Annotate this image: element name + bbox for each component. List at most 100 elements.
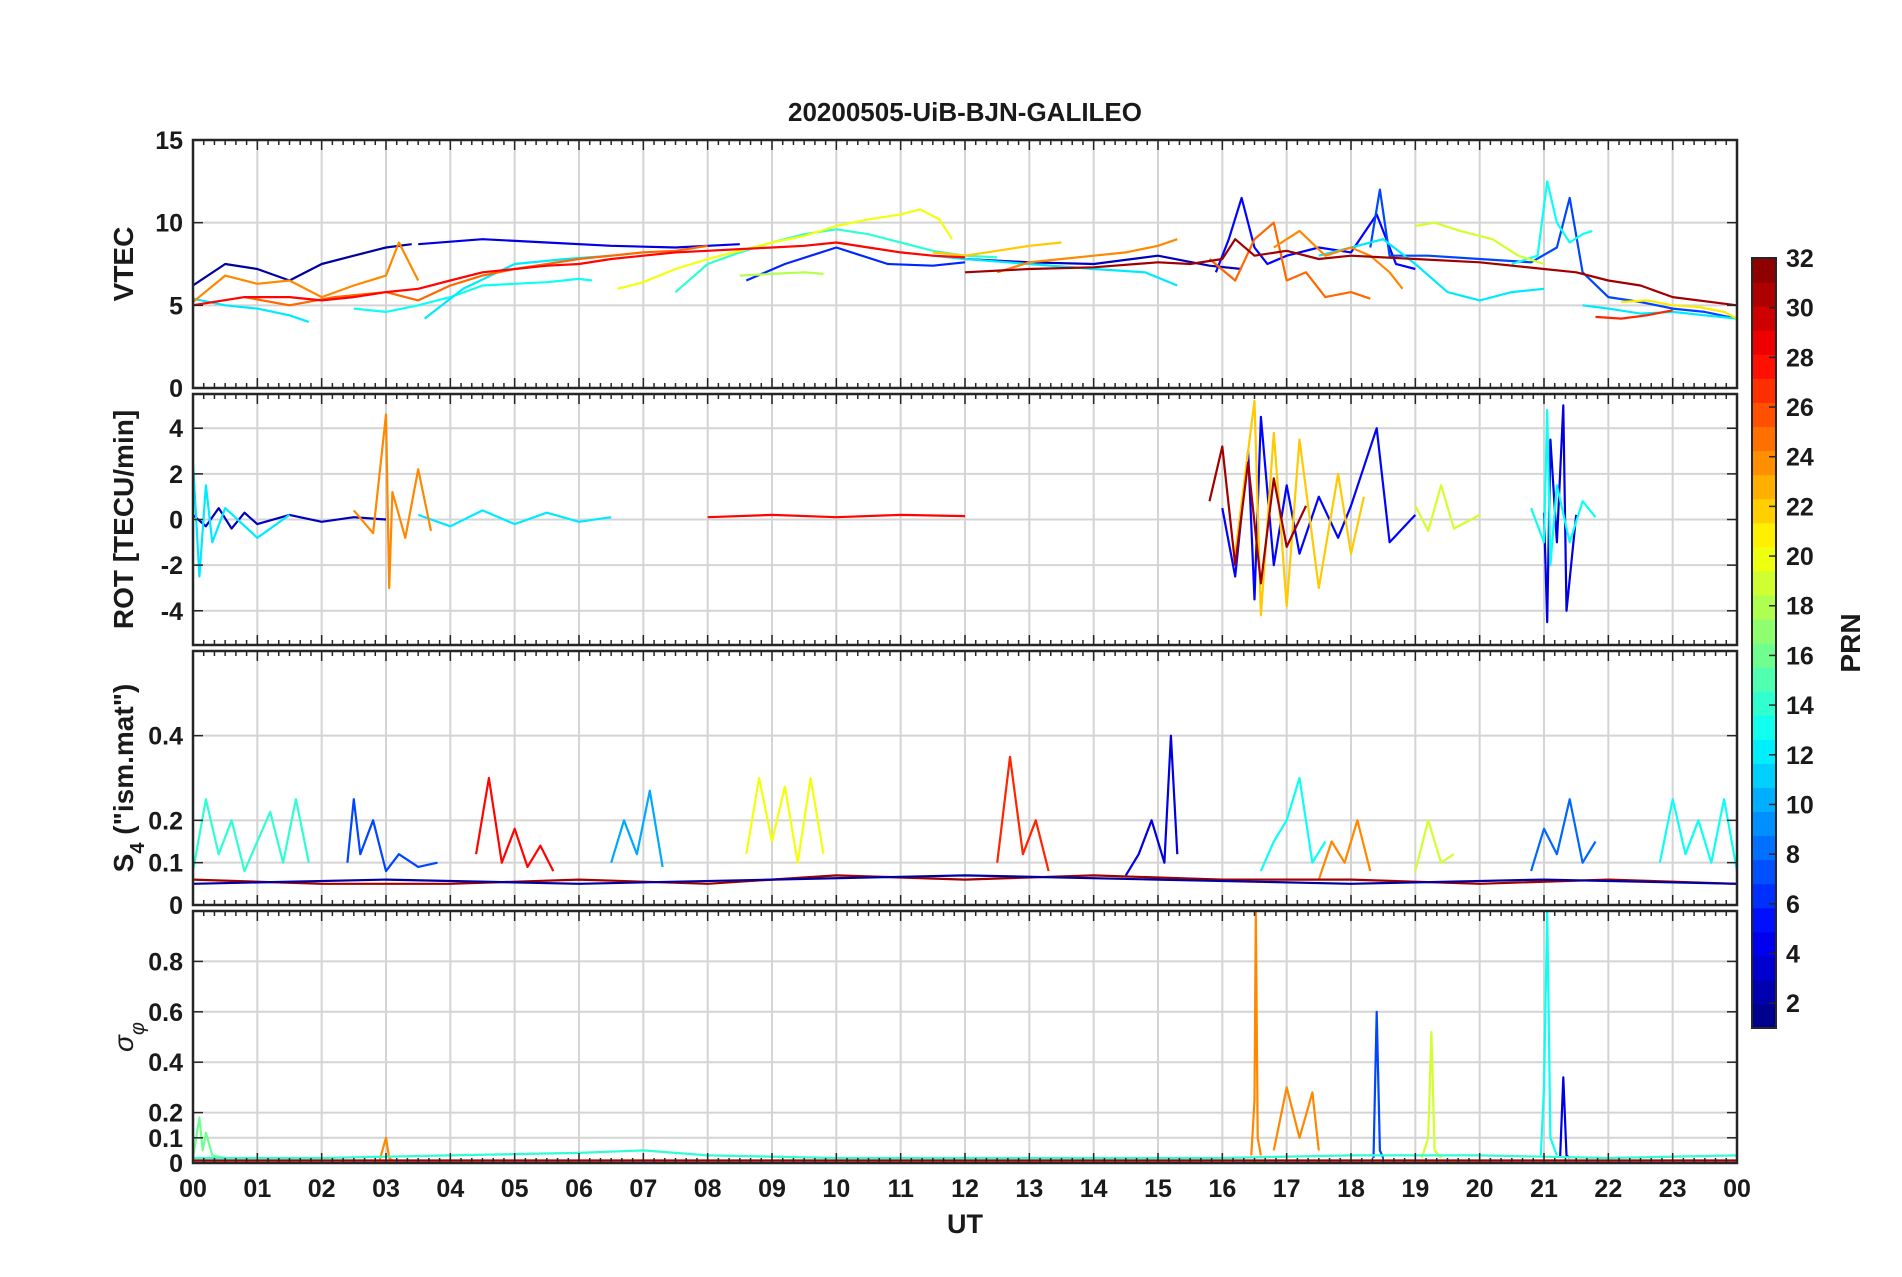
panel-s4: 0 0.1 0.2 0.4S4 ("ism.mat") — [108, 649, 1739, 920]
panel-sigma_phi: 00.10.2 0.4 0.6 0.8 σφ — [108, 909, 1739, 1178]
colorbar-segment — [1752, 907, 1776, 933]
colorbar-segment — [1752, 691, 1776, 716]
series-group — [193, 734, 1737, 885]
x-tick-label: 08 — [694, 1175, 722, 1203]
x-tick-label: 12 — [951, 1175, 979, 1203]
series-line-prn-13 — [1511, 180, 1593, 266]
series-line-prn-20 — [745, 776, 825, 864]
colorbar-segment — [1752, 258, 1776, 283]
y-axis-label: VTEC — [108, 227, 139, 302]
series-line-prn-24 — [1317, 819, 1372, 880]
colorbar-segment — [1752, 739, 1776, 764]
series-line-prn-20 — [617, 208, 954, 290]
colorbar-tick-label: 16 — [1786, 642, 1814, 670]
series-line-prn-25 — [244, 244, 708, 307]
x-tick-label: 06 — [565, 1175, 593, 1203]
series-line-prn-19 — [1414, 484, 1481, 533]
colorbar-segment — [1752, 426, 1776, 452]
series-line-prn-2 — [193, 874, 1737, 885]
colorbar-tick-label: 8 — [1786, 841, 1800, 869]
x-axis-label: UT — [947, 1209, 983, 1239]
series-line-prn-8 — [1530, 798, 1597, 872]
x-tick-label: 11 — [887, 1175, 914, 1203]
series-line-prn-12 — [1318, 238, 1545, 302]
y-tick-label: 0.8 — [148, 948, 183, 976]
y-tick-label: -4 — [161, 598, 183, 626]
colorbar-frame — [1751, 257, 1777, 1029]
colorbar-segment — [1752, 570, 1776, 596]
x-tick-label: 01 — [243, 1175, 271, 1203]
series-line-prn-5 — [1214, 196, 1416, 273]
colorbar-tick-label: 10 — [1786, 791, 1814, 819]
colorbar-segment — [1752, 835, 1776, 861]
y-tick-label: 0.4 — [148, 1049, 183, 1077]
colorbar-segment — [1752, 787, 1776, 813]
y-tick-label: 5 — [169, 292, 183, 320]
series-line-prn-6 — [745, 246, 966, 282]
colorbar-tick-label: 6 — [1786, 891, 1800, 919]
series-line-prn-4 — [1124, 734, 1179, 876]
series-line-prn-7 — [346, 798, 438, 873]
x-tick-label: 05 — [501, 1175, 529, 1203]
colorbar-tick-label: 24 — [1786, 444, 1814, 472]
series-line-prn-12 — [417, 509, 612, 528]
y-tick-label: 0.2 — [148, 1100, 183, 1128]
y-tick-label: 0.2 — [148, 807, 183, 835]
colorbar-segment — [1752, 378, 1776, 403]
series-line-prn-7 — [1369, 188, 1737, 320]
colorbar-tick-label: 18 — [1786, 593, 1814, 621]
series-line-prn-18 — [739, 271, 824, 277]
y-tick-label: 4 — [169, 415, 183, 443]
axes-frame — [191, 649, 1739, 907]
colorbar-tick-label: 4 — [1786, 940, 1800, 968]
series-group — [193, 180, 1737, 323]
series-line-prn-19 — [1415, 221, 1545, 266]
series-line-prn-13 — [1658, 798, 1737, 872]
colorbar-segment — [1752, 450, 1776, 476]
x-tick-label: 00 — [179, 1175, 207, 1203]
panel-vtec: 0 5 10 15 VTEC — [108, 127, 1739, 403]
colorbar-tick-label: 30 — [1786, 295, 1814, 323]
colorbar-segment — [1752, 546, 1776, 572]
x-tick-label: 18 — [1337, 1175, 1365, 1203]
y-tick-label: 0.1 — [148, 1125, 183, 1153]
axes-frame — [191, 138, 1739, 390]
panel-rot: -4 -2 0 2 4 ROT [TECU/min] — [108, 392, 1739, 647]
series-line-prn-2 — [193, 243, 412, 287]
x-tick-label: 15 — [1144, 1175, 1172, 1203]
colorbar-segment — [1752, 282, 1776, 307]
y-tick-label: 0 — [169, 892, 183, 920]
colorbar-segment — [1752, 763, 1776, 788]
colorbar-segment — [1752, 522, 1776, 548]
x-tick-label: 23 — [1659, 1175, 1687, 1203]
y-tick-label: 15 — [155, 127, 183, 155]
series-line-prn-14 — [193, 798, 310, 873]
colorbar-segment — [1752, 955, 1776, 981]
colorbar-segment — [1752, 354, 1776, 379]
series-line-prn-22 — [932, 241, 1062, 257]
axes-frame — [191, 909, 1739, 1165]
series-line-prn-24 — [352, 413, 433, 590]
x-tick-label: 04 — [436, 1175, 464, 1203]
series-line-prn-13 — [1259, 776, 1327, 872]
series-line-prn-24 — [1273, 229, 1404, 290]
colorbar-tick-label: 20 — [1786, 543, 1814, 571]
y-tick-label: 2 — [169, 461, 183, 489]
y-tick-label: 0.4 — [148, 723, 183, 751]
y-tick-label: 0 — [169, 507, 183, 535]
series-line-prn-31 — [193, 874, 1737, 885]
colorbar-tick-label: 32 — [1786, 245, 1814, 273]
series-line-prn-22 — [1234, 399, 1365, 617]
colorbar-label: PRN — [1835, 613, 1866, 672]
series-line-prn-24 — [378, 1136, 394, 1162]
series-line-prn-13 — [353, 277, 593, 313]
colorbar-segment — [1752, 811, 1776, 837]
x-tick-label: 03 — [372, 1175, 400, 1203]
series-line-prn-24 — [1250, 911, 1262, 1156]
x-tick-label: 21 — [1530, 1175, 1558, 1203]
colorbar-segment — [1752, 715, 1776, 740]
series-line-prn-3 — [193, 507, 387, 530]
x-tick-label: 09 — [758, 1175, 786, 1203]
series-line-prn-10 — [610, 789, 664, 868]
